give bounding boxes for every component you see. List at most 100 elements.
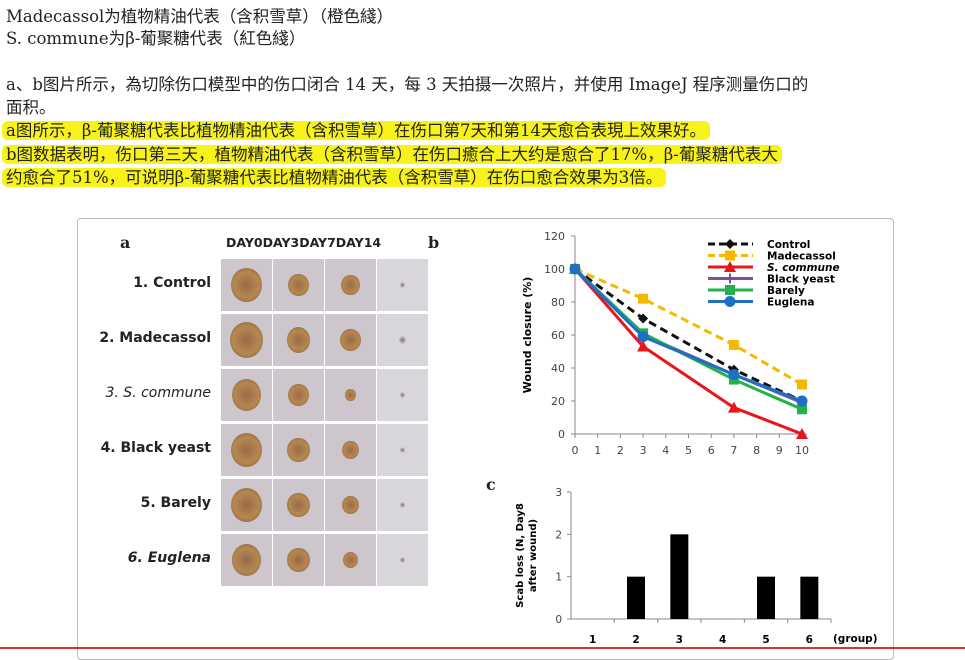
- text-line-3: a、b图片所示，為切除伤口模型中的伤口闭合 14 天，每 3 天拍摄一次照片，并…: [6, 75, 809, 94]
- data-point: [728, 339, 739, 350]
- wound-photo: [325, 259, 376, 311]
- data-point: [637, 331, 649, 343]
- panel-b-label: b: [428, 233, 440, 252]
- data-point: [638, 293, 649, 304]
- divider-line: [0, 647, 965, 649]
- x-tick-label: 2: [632, 634, 639, 646]
- highlight-line-3: 约愈合了51%，可说明β-葡聚糖代表比植物精油代表（含积雪草）在伤口愈合效果为3…: [2, 168, 667, 187]
- x-tick-label: 7: [730, 444, 737, 457]
- wound-photo: [377, 534, 428, 586]
- wound-spot: [287, 547, 310, 573]
- highlight-line-1: a图所示，β-葡聚糖代表比植物精油代表（含积雪草）在伤口第7天和第14天愈合表現…: [2, 121, 710, 140]
- wound-photo: [377, 259, 428, 311]
- x-tick-label: 4: [662, 444, 669, 457]
- wound-photo: [325, 424, 376, 476]
- wound-photo: [377, 479, 428, 531]
- highlight-line-2: b图数据表明，伤口第三天，植物精油代表（含积雪草）在伤口癒合上大约是愈合了17%…: [2, 145, 782, 164]
- wound-spot: [340, 328, 361, 352]
- legend-label: Euglena: [767, 297, 814, 309]
- data-point: [796, 428, 808, 439]
- wound-photo: [325, 369, 376, 421]
- bar-group-2: [627, 576, 645, 619]
- x-tick-label: 4: [719, 634, 726, 646]
- wound-spot: [230, 322, 263, 358]
- y-tick-label: 60: [551, 329, 565, 342]
- x-tick-label: 5: [762, 634, 769, 646]
- y-axis-label: Scab loss (N, Day8 after wound): [515, 503, 539, 608]
- text-line-4: 面积。: [6, 98, 56, 117]
- wound-spot: [232, 544, 261, 576]
- legend-label: Madecassol: [767, 251, 836, 263]
- wound-photo: [221, 369, 272, 421]
- legend-marker: [725, 285, 735, 295]
- y-tick-label: 3: [555, 487, 562, 499]
- row-label: 1. Control: [133, 275, 211, 291]
- wound-spot: [288, 383, 309, 407]
- series-line-s-commune: [573, 268, 803, 436]
- bar-group-5: [757, 576, 775, 619]
- wound-photo: [273, 424, 324, 476]
- wound-spot: [341, 274, 360, 296]
- data-point: [728, 369, 740, 381]
- y-tick-label: 40: [551, 362, 565, 375]
- x-tick-label: 6: [708, 444, 715, 457]
- wound-photo: [325, 534, 376, 586]
- wound-spot: [399, 392, 406, 398]
- wound-spot: [342, 495, 359, 515]
- row-label: 2. Madecassol: [99, 330, 211, 346]
- wound-photo: [325, 479, 376, 531]
- figure-panel: a b c DAY0DAY3DAY7DAY14 1. Control 2. Mad…: [77, 218, 894, 660]
- x-axis-label: (group): [833, 633, 878, 645]
- legend-label: Barely: [767, 285, 805, 297]
- series-line-euglena: [573, 267, 803, 403]
- panel-a-label: a: [120, 233, 131, 252]
- wound-spot: [345, 389, 356, 401]
- x-tick-label: 9: [776, 444, 783, 457]
- x-tick-label: 5: [685, 444, 692, 457]
- wound-spot: [232, 379, 261, 411]
- bar-group-6: [800, 576, 819, 619]
- wound-photo: [221, 259, 272, 311]
- y-axis-label-line: Scab loss (N, Day8: [515, 503, 526, 608]
- wound-spot: [399, 336, 406, 344]
- wound-photo: [273, 259, 324, 311]
- y-tick-label: 0: [555, 614, 562, 626]
- legend-label: Black yeast: [767, 274, 835, 286]
- x-tick-label: 1: [594, 444, 601, 457]
- wound-photo: [273, 534, 324, 586]
- wound-photo: [325, 314, 376, 366]
- data-point: [727, 401, 740, 413]
- data-point: [638, 313, 649, 324]
- wound-spot: [287, 492, 310, 518]
- wound-spot: [342, 551, 359, 569]
- row-label: 3. S. commune: [105, 385, 212, 401]
- wound-photo: [221, 534, 272, 586]
- x-tick-label: 2: [617, 444, 624, 457]
- legend-marker: [725, 273, 735, 284]
- wound-photo: [377, 424, 428, 476]
- wound-spot: [342, 440, 359, 460]
- x-tick-label: 10: [795, 444, 809, 457]
- wound-photo: [221, 424, 272, 476]
- legend-label: Control: [767, 239, 810, 251]
- legend-marker: [725, 239, 735, 249]
- row-label: 5. Barely: [140, 495, 211, 511]
- text-line-1: Madecassol为植物精油代表（含积雪草）（橙色綫）: [6, 7, 394, 26]
- x-tick-label: 3: [676, 634, 683, 646]
- wound-spot: [287, 437, 310, 463]
- x-tick-label: 0: [572, 444, 579, 457]
- wound-spot: [231, 268, 262, 302]
- x-tick-label: 8: [753, 444, 760, 457]
- bar-group-3: [670, 534, 689, 619]
- wound-photo: [273, 314, 324, 366]
- wound-spot: [399, 282, 406, 288]
- wound-spot: [399, 447, 406, 453]
- row-label: 6. Euglena: [127, 550, 211, 566]
- y-tick-label: 2: [555, 529, 562, 541]
- wound-photo: [221, 314, 272, 366]
- days-header: DAY0DAY3DAY7DAY14: [226, 235, 382, 250]
- y-tick-label: 20: [551, 395, 565, 408]
- wound-photo: [377, 314, 428, 366]
- y-tick-label: 120: [544, 230, 565, 243]
